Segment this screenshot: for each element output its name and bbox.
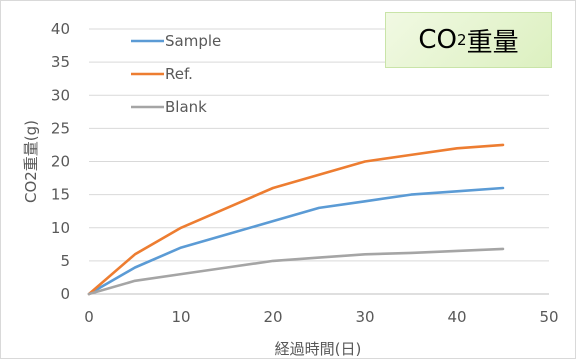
y-tick-label: 15 <box>51 186 70 204</box>
series-line-2 <box>87 143 505 296</box>
chart-title-prefix: CO <box>418 25 458 55</box>
y-tick-label: 25 <box>51 119 70 137</box>
series-line-1 <box>87 186 505 296</box>
y-tick-label: 5 <box>60 252 70 270</box>
legend-label: Sample <box>165 32 221 50</box>
x-tick-label: 30 <box>355 308 374 326</box>
chart-title-subscript: 2 <box>457 31 467 49</box>
y-tick-label: 0 <box>60 285 70 303</box>
x-tick-label: 10 <box>171 308 190 326</box>
x-tick-label: 0 <box>84 308 94 326</box>
y-axis-title: CO2重量(g) <box>22 120 40 203</box>
y-tick-label: 35 <box>51 53 70 71</box>
y-tick-label: 10 <box>51 219 70 237</box>
legend-label: Blank <box>165 98 207 116</box>
x-tick-label: 20 <box>263 308 282 326</box>
legend-label: Ref. <box>165 65 193 83</box>
y-tick-label: 40 <box>51 20 70 38</box>
chart-title: CO 2 重量 <box>385 12 552 68</box>
x-tick-label: 50 <box>539 308 558 326</box>
x-axis-title: 経過時間(日) <box>275 340 362 358</box>
y-tick-label: 20 <box>51 153 70 171</box>
y-tick-label: 30 <box>51 86 70 104</box>
x-tick-label: 40 <box>447 308 466 326</box>
series-line-3 <box>87 247 505 296</box>
chart-title-suffix: 重量 <box>466 27 519 58</box>
